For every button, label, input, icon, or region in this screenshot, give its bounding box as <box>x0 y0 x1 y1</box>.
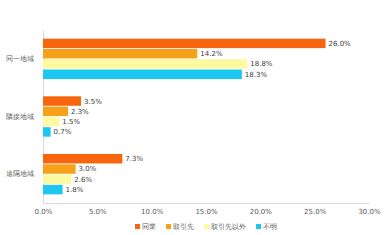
chart-svg: 0.0% 5.0% 10.0% 15.0% 20.0% 25.0% 30.0% 同一地域隣接地… <box>0 0 384 235</box>
plot: 0.0% 5.0% 10.0% 15.0% 20.0% 25.0% 30.0% 同一地域隣接地… <box>6 31 381 216</box>
legend-swatch <box>135 224 140 229</box>
x-tick: 30.0% <box>358 203 381 216</box>
x-tick: 20.0% <box>250 203 273 216</box>
data-label: 18.3% <box>245 71 268 79</box>
x-tick-label: 15.0% <box>195 208 218 216</box>
legend-item: 不明 <box>256 223 277 231</box>
x-tick: 25.0% <box>304 203 327 216</box>
bar <box>43 59 247 68</box>
bar <box>43 127 51 136</box>
legend-label: 不明 <box>263 223 277 231</box>
legend-label: 同業 <box>142 223 156 231</box>
data-label: 1.8% <box>66 186 84 194</box>
data-label: 3.0% <box>79 165 97 173</box>
x-tick-label: 5.0% <box>89 208 107 216</box>
bars <box>43 39 326 195</box>
data-label: 14.2% <box>200 50 223 58</box>
data-label: 0.7% <box>54 128 72 136</box>
data-label: 3.5% <box>84 98 102 106</box>
data-labels: 26.0% 3.5% 7.3% 14.2% 2.3% 3.0% 18.8% 1.5% 2.6% 1… <box>54 40 352 194</box>
x-tick-label: 30.0% <box>358 208 381 216</box>
bar <box>43 107 68 116</box>
chart-container: 0.0% 5.0% 10.0% 15.0% 20.0% 25.0% 30.0% 同一地域隣接地… <box>0 0 384 235</box>
x-tick: 10.0% <box>141 203 164 216</box>
legend-swatch <box>256 224 261 229</box>
y-tick: 隣接地域 <box>6 113 34 121</box>
y-tick-label: 同一地域 <box>6 55 34 63</box>
bar <box>43 185 63 194</box>
data-label: 7.3% <box>125 155 143 163</box>
bar <box>43 49 197 58</box>
data-label: 26.0% <box>329 40 352 48</box>
y-tick-label: 遠隔地域 <box>6 170 34 178</box>
bar <box>43 175 71 184</box>
x-tick-label: 0.0% <box>35 208 53 216</box>
legend-label: 取引先 <box>173 223 194 231</box>
y-tick-label: 隣接地域 <box>6 113 34 121</box>
legend-label: 取引先以外 <box>211 223 246 231</box>
x-tick-label: 25.0% <box>304 208 327 216</box>
y-tick: 同一地域 <box>6 55 34 63</box>
bar <box>43 39 326 48</box>
legend-swatch <box>166 224 171 229</box>
bar <box>43 117 59 126</box>
legend: 同業 取引先 取引先以外 不明 <box>135 223 277 231</box>
x-tick: 15.0% <box>195 203 218 216</box>
bar <box>43 154 122 163</box>
legend-item: 取引先以外 <box>204 223 246 231</box>
x-tick-label: 20.0% <box>250 208 273 216</box>
data-label: 1.5% <box>62 118 80 126</box>
y-tick: 遠隔地域 <box>6 170 34 178</box>
bar <box>43 164 76 173</box>
legend-item: 同業 <box>135 223 156 231</box>
legend-item: 取引先 <box>166 223 194 231</box>
x-axis-line <box>44 203 370 204</box>
bar <box>43 70 242 79</box>
x-axis: 0.0% 5.0% 10.0% 15.0% 20.0% 25.0% 30.0% <box>35 203 381 216</box>
x-tick: 0.0% <box>35 203 53 216</box>
bar <box>43 96 81 105</box>
data-label: 2.3% <box>71 108 89 116</box>
legend-swatch <box>204 224 209 229</box>
x-tick: 5.0% <box>89 203 107 216</box>
x-tick-label: 10.0% <box>141 208 164 216</box>
data-label: 2.6% <box>74 176 92 184</box>
y-axis: 同一地域隣接地域遠隔地域 <box>6 31 44 204</box>
data-label: 18.8% <box>250 60 273 68</box>
